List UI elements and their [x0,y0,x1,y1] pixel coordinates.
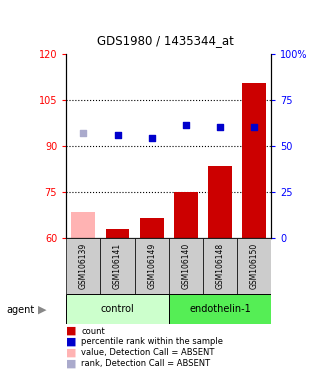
Bar [100,238,135,294]
Bar [135,238,169,294]
Text: ■: ■ [66,337,77,347]
Text: agent: agent [7,305,35,315]
Text: GSM106148: GSM106148 [215,243,225,289]
Point [252,124,257,131]
Text: rank, Detection Call = ABSENT: rank, Detection Call = ABSENT [81,359,210,368]
Text: count: count [81,326,105,336]
Bar [208,166,232,238]
Text: value, Detection Call = ABSENT: value, Detection Call = ABSENT [81,348,214,357]
Text: control: control [101,304,134,314]
Text: ■: ■ [66,358,77,368]
Bar [203,238,237,294]
Text: ▶: ▶ [38,305,47,315]
Bar [71,212,95,238]
Point [115,132,120,138]
Text: ■: ■ [66,348,77,358]
Text: GSM106150: GSM106150 [250,243,259,289]
Point [217,124,223,131]
Bar [174,192,198,238]
Bar [140,218,164,238]
Point [149,134,154,141]
Bar [237,238,271,294]
Bar [169,238,203,294]
Bar [66,238,100,294]
Point [183,122,189,128]
Bar [169,294,271,324]
Text: percentile rank within the sample: percentile rank within the sample [81,337,223,346]
Text: GSM106140: GSM106140 [181,243,190,289]
Text: ■: ■ [66,326,77,336]
Text: GSM106141: GSM106141 [113,243,122,289]
Bar [242,83,266,238]
Bar [66,294,169,324]
Bar [106,229,129,238]
Text: GSM106149: GSM106149 [147,243,156,289]
Text: GSM106139: GSM106139 [79,243,88,289]
Text: GDS1980 / 1435344_at: GDS1980 / 1435344_at [97,34,234,47]
Text: endothelin-1: endothelin-1 [189,304,251,314]
Point [81,130,86,136]
